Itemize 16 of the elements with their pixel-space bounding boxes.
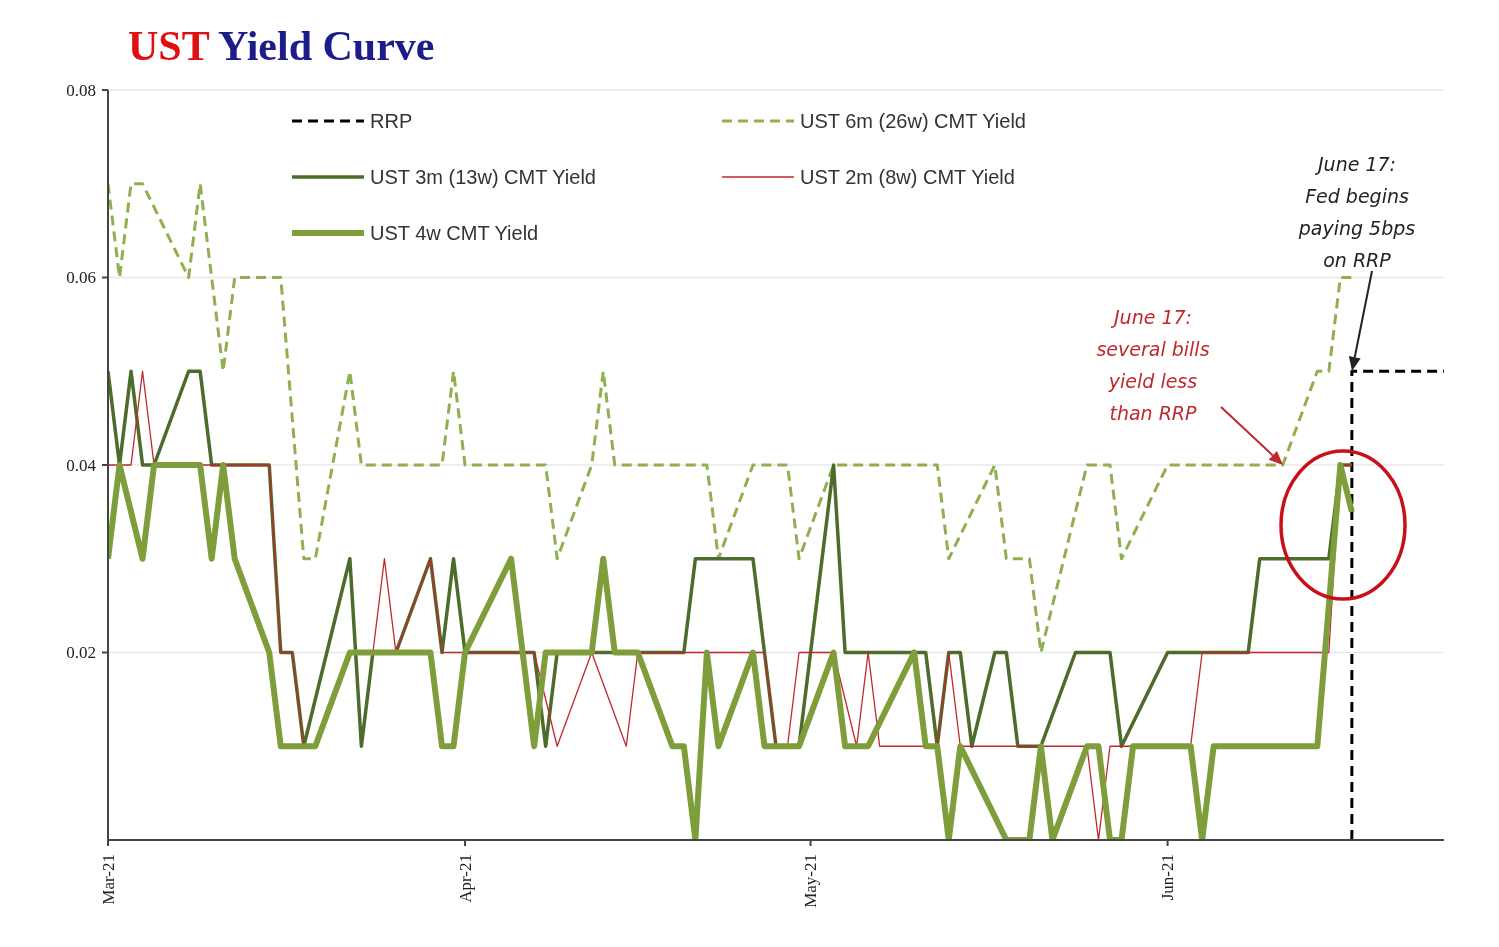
x-tick-label: Apr-21 (455, 854, 475, 903)
x-tick-label: Mar-21 (98, 854, 118, 905)
x-tick-label: May-21 (801, 854, 821, 908)
y-tick-label: 0.04 (66, 455, 97, 475)
chart-title: UST Yield Curve (128, 22, 435, 70)
legend-label: UST 3m (13w) CMT Yield (370, 165, 596, 189)
legend-label: UST 6m (26w) CMT Yield (800, 109, 1026, 133)
annotation: June 17: Fed begins paying 5bps on RRP (1297, 153, 1416, 271)
y-tick-label: 0.06 (66, 268, 96, 287)
annotation: June 17: several bills yield less than RRP (1096, 306, 1210, 424)
legend-label: RRP (370, 109, 413, 133)
y-tick-label: 0.02 (66, 643, 96, 662)
x-tick-label: Jun-21 (1158, 854, 1178, 901)
legend-label: UST 4w CMT Yield (370, 221, 539, 245)
y-tick-label: 0.08 (66, 80, 96, 100)
legend-label: UST 2m (8w) CMT Yield (800, 165, 1015, 189)
